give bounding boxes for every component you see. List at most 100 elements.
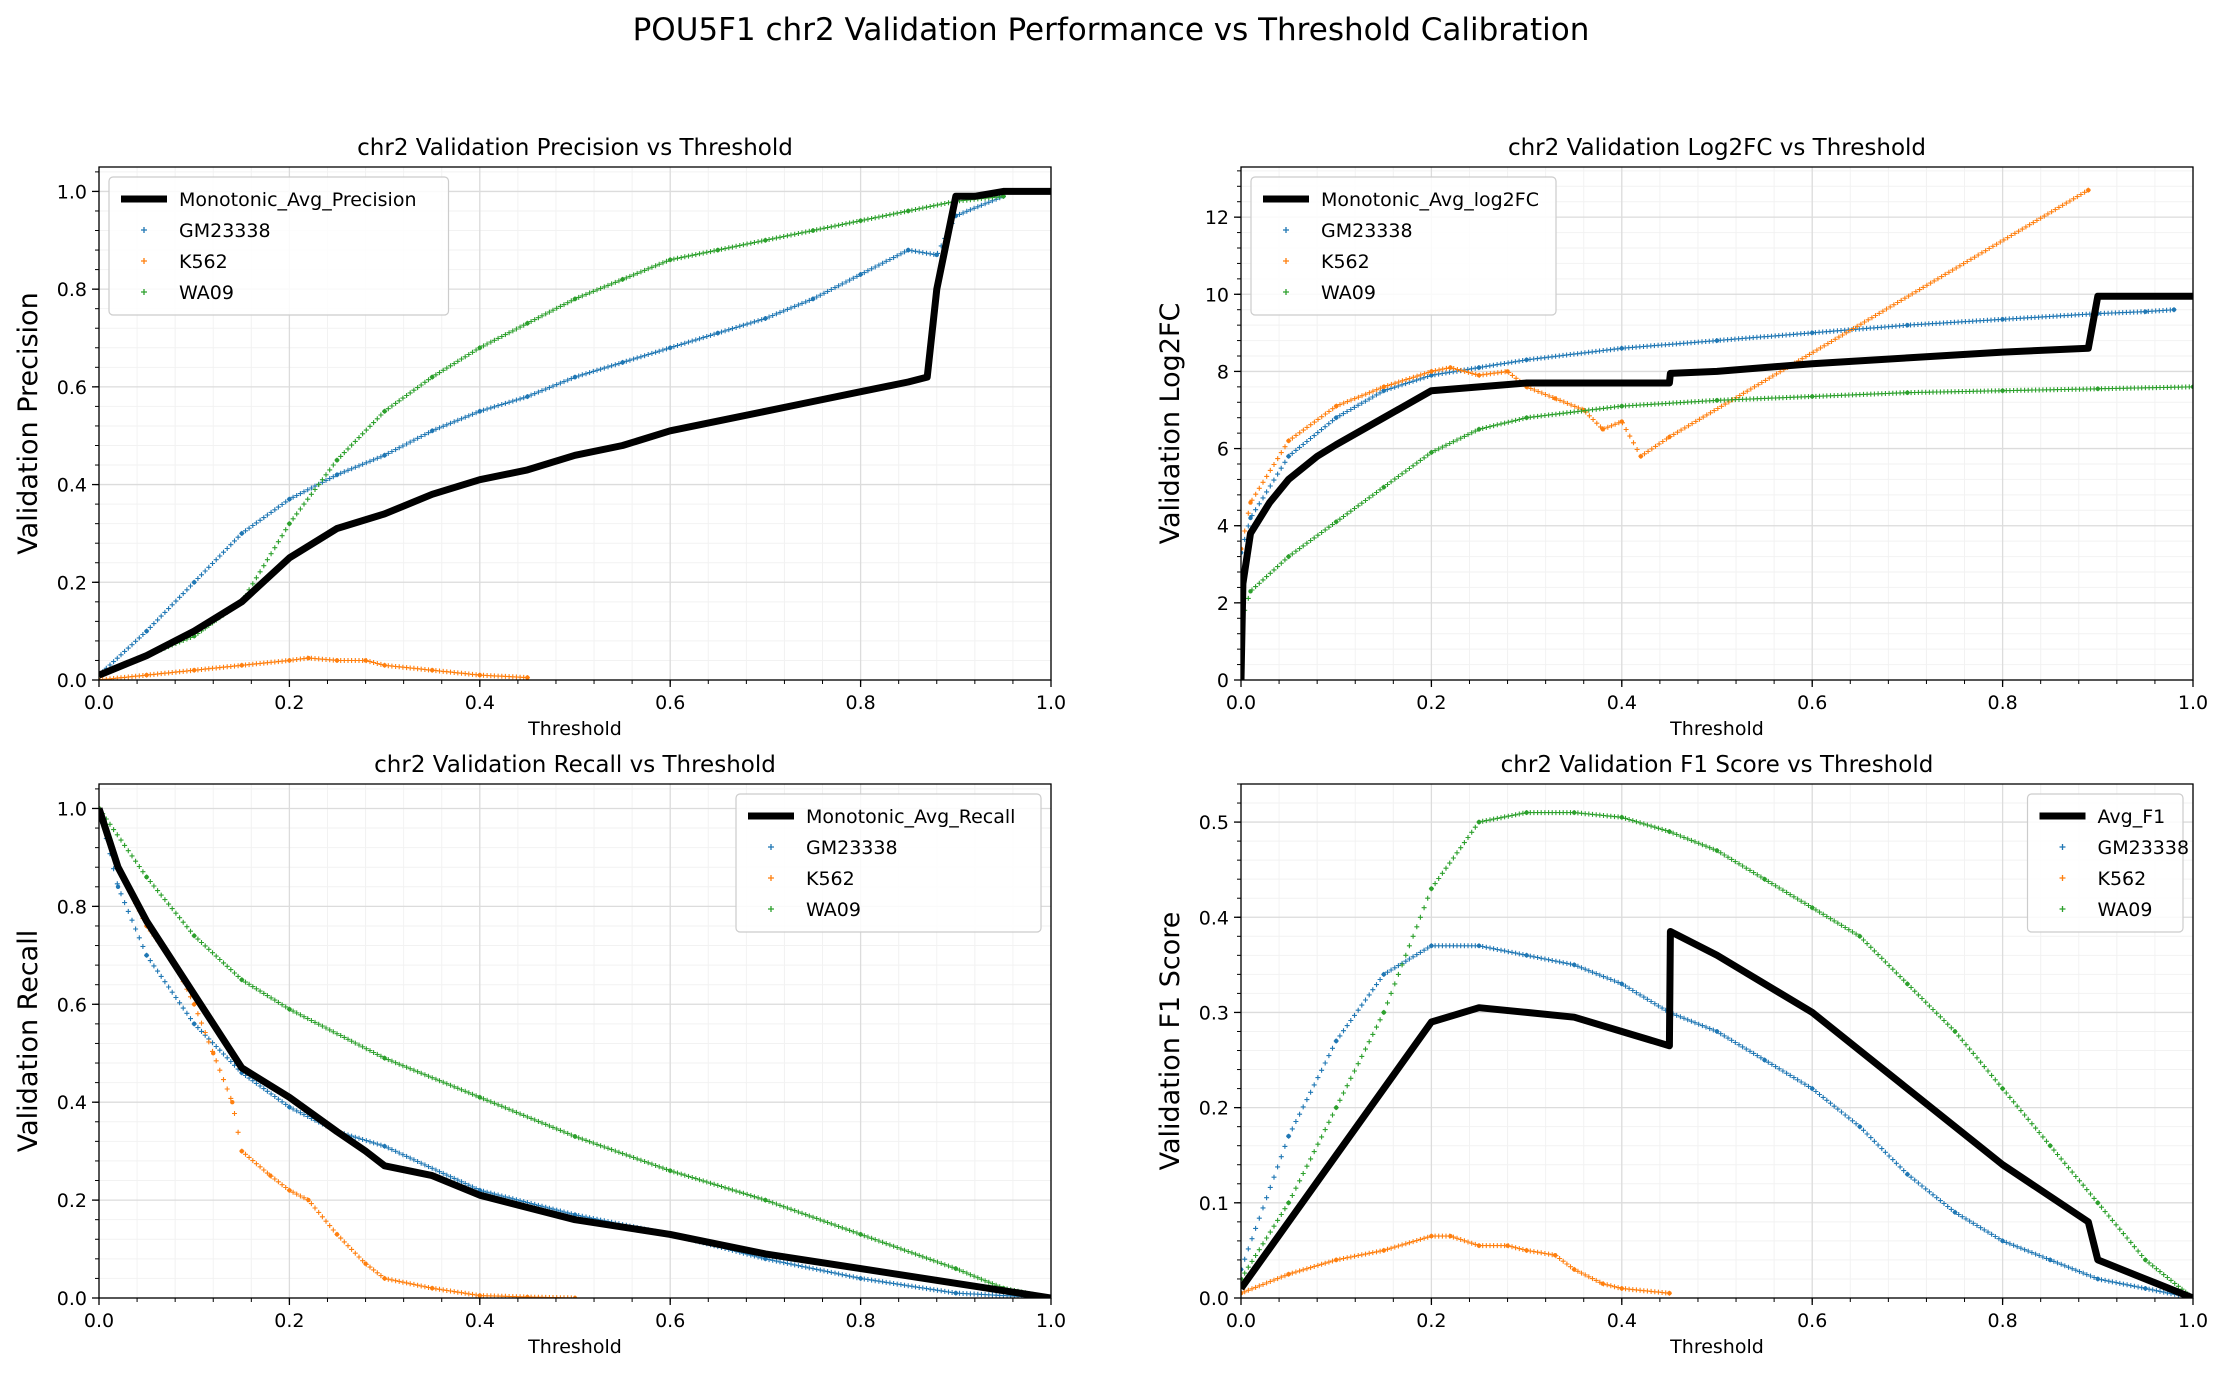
figure-suptitle: POU5F1 chr2 Validation Performance vs Th… <box>633 12 1590 48</box>
data-point <box>2143 1257 2148 1263</box>
y-tick-label: 8 <box>1217 361 1229 383</box>
data-point <box>1476 819 1482 825</box>
y-tick-label: 12 <box>1205 207 1229 229</box>
series-GM23338-markers <box>1241 307 2177 556</box>
legend-marker-handle <box>768 906 774 912</box>
plot-area <box>1241 810 2193 1298</box>
data-point <box>1286 438 1291 444</box>
x-tick-label: 0.8 <box>1987 1310 2017 1332</box>
data-point <box>334 1232 340 1237</box>
legend-entry-label: Monotonic_Avg_Recall <box>806 806 1015 828</box>
data-point <box>230 1099 235 1105</box>
data-point <box>1572 1267 1577 1272</box>
data-point <box>239 1148 244 1154</box>
legend-marker-handle <box>768 844 774 850</box>
series-WA09-markers <box>1241 384 2193 625</box>
series-line-Avg_F1 <box>1241 928 2193 1298</box>
data-point <box>763 1197 768 1203</box>
data-point <box>363 1261 368 1266</box>
series-K562-markers <box>99 806 578 1298</box>
data-point <box>1334 1038 1339 1044</box>
data-point <box>1476 373 1482 378</box>
x-tick-label: 1.0 <box>1036 1310 1066 1332</box>
data-point <box>1714 1029 1720 1034</box>
y-axis-label: Validation F1 Score <box>1155 912 1186 1171</box>
legend-entry-label: Monotonic_Avg_log2FC <box>1321 189 1539 211</box>
series-K562-markers <box>99 655 530 680</box>
legend-box <box>1250 176 1557 316</box>
data-point <box>2095 1200 2100 1206</box>
data-point <box>1286 1272 1291 1277</box>
data-point <box>1572 962 1577 968</box>
x-tick-label: 0.4 <box>465 692 495 714</box>
y-tick-label: 0.4 <box>57 475 87 497</box>
data-point <box>1334 403 1339 409</box>
x-tick-label: 0.6 <box>1797 692 1827 714</box>
x-tick-label: 0.6 <box>655 692 685 714</box>
x-tick-label: 1.0 <box>1036 692 1066 714</box>
data-point <box>1334 1257 1339 1263</box>
series-GM23338-markers <box>99 193 1006 678</box>
legend-entry-label: K562 <box>1321 251 1370 273</box>
x-axis-label: Threshold <box>1669 1336 1764 1358</box>
x-tick-label: 0.2 <box>274 692 304 714</box>
subplots: 0.0 0.2 0.4 0.6 0.8 1.0 0.0 0.2 0.4 0.6 0.8 1.0 chr2… <box>13 135 2208 1358</box>
x-axis-label: Threshold <box>527 718 622 740</box>
data-point <box>858 272 863 277</box>
y-tick-label: 0.6 <box>57 377 87 399</box>
data-point <box>334 457 340 463</box>
data-point <box>2048 1257 2053 1263</box>
series-GM23338 <box>99 193 1006 678</box>
data-point <box>430 374 435 380</box>
data-point <box>1952 1210 1958 1215</box>
data-point <box>1638 454 1644 459</box>
data-point <box>239 531 244 536</box>
data-point <box>477 1293 482 1298</box>
series-line-Monotonic_Avg_log2FC <box>1241 292 2193 680</box>
data-point <box>858 218 863 223</box>
data-point <box>2143 309 2148 314</box>
data-point <box>1619 815 1625 820</box>
data-point <box>1476 427 1482 432</box>
data-point <box>1667 1291 1672 1296</box>
x-axis-label: Threshold <box>1669 718 1764 740</box>
data-point <box>239 663 244 668</box>
data-point <box>430 1286 435 1291</box>
data-point <box>906 247 911 253</box>
data-point <box>810 228 816 233</box>
legend-entry-label: WA09 <box>179 282 234 304</box>
x-tick-label: 0.4 <box>1607 1310 1637 1332</box>
x-tick-label: 0.4 <box>465 1310 495 1332</box>
legend-marker-handle <box>1283 289 1289 295</box>
data-point <box>1429 886 1434 891</box>
data-point <box>192 668 197 673</box>
data-point <box>858 1232 863 1237</box>
plot-area <box>99 806 1051 1298</box>
legend-box <box>735 793 1042 933</box>
y-tick-label: 0.2 <box>57 572 87 594</box>
legend-entry-label: WA09 <box>806 899 861 921</box>
data-point <box>1248 500 1253 505</box>
data-point <box>2000 1086 2005 1091</box>
data-point <box>115 884 121 889</box>
data-point <box>572 1134 578 1139</box>
y-tick-label: 0.8 <box>57 896 87 918</box>
subplot-1: 0.0 0.2 0.4 0.6 0.8 1.0 0.0 0.2 0.4 0.6 0.8 1.0 chr2… <box>13 135 1066 740</box>
data-point <box>1248 589 1253 594</box>
data-point <box>934 252 939 258</box>
series-WA09 <box>1241 810 2193 1298</box>
data-point <box>1381 484 1387 490</box>
data-point <box>668 257 673 263</box>
data-point <box>2143 1286 2148 1291</box>
data-point <box>1810 1086 1815 1091</box>
data-point <box>1381 972 1387 977</box>
data-point <box>1476 365 1482 370</box>
y-tick-label: 0.6 <box>57 994 87 1016</box>
data-point <box>1600 427 1605 432</box>
data-point <box>1762 876 1767 882</box>
x-tick-label: 0.2 <box>274 1310 304 1332</box>
data-point <box>2000 317 2005 322</box>
data-point <box>306 655 311 661</box>
legend: Monotonic_Avg_log2FC GM23338 K562 WA09 <box>1250 176 1557 316</box>
data-point <box>192 1021 197 1027</box>
